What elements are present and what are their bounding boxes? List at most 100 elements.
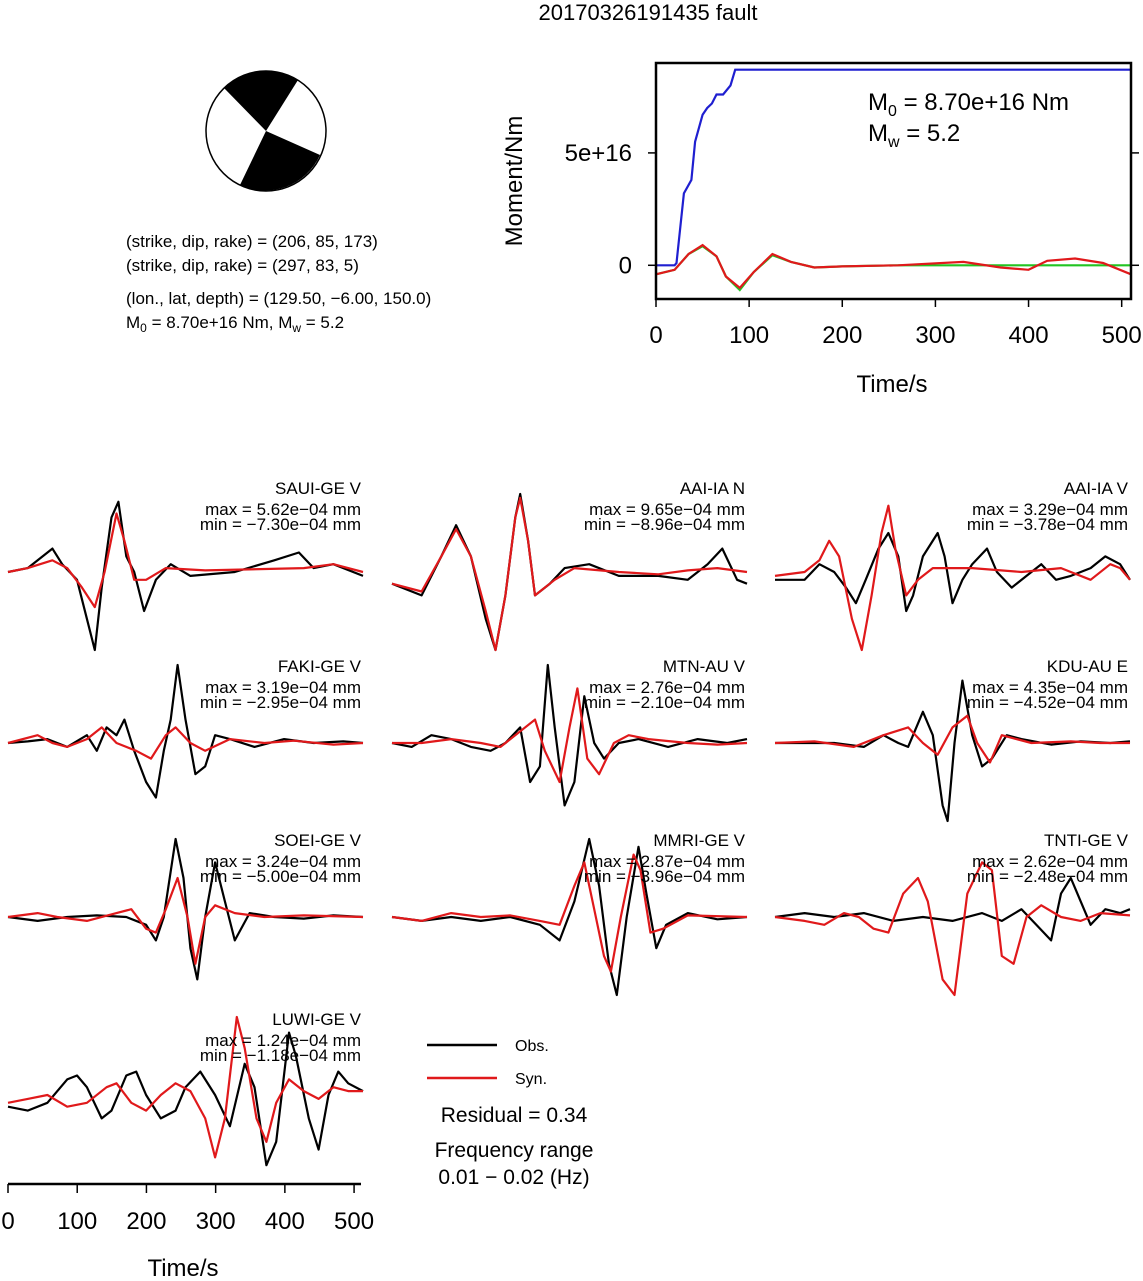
station-max: max = 1.24e−04 mm xyxy=(205,1031,361,1050)
moment-series-cumulative xyxy=(656,68,1131,267)
legend-obs-label: Obs. xyxy=(515,1038,549,1055)
station-min: min = −1.18e−04 mm xyxy=(200,1046,361,1065)
annot-mw-value: = 5.2 xyxy=(900,120,961,147)
synthetic-trace xyxy=(7,512,364,609)
station-min: min = −7.30e−04 mm xyxy=(200,515,361,534)
station-name: AAI-IA V xyxy=(1064,479,1129,498)
waveform-xtick-label: 500 xyxy=(334,1208,374,1235)
moment-xtick-label: 500 xyxy=(1102,322,1142,349)
station-max: max = 5.62e−04 mm xyxy=(205,500,361,519)
frequency-range-value: 0.01 − 0.02 (Hz) xyxy=(438,1166,589,1189)
station-max: max = 3.19e−04 mm xyxy=(205,678,361,697)
synthetic-trace xyxy=(7,876,364,965)
m0-label: M xyxy=(126,313,140,332)
waveform-xtick-label: 100 xyxy=(57,1208,97,1235)
observed-trace xyxy=(7,663,364,799)
m0-sub: 0 xyxy=(140,321,147,335)
waveform-xtick-label: 400 xyxy=(265,1208,305,1235)
moment-series-syn xyxy=(655,243,1132,290)
station-max: max = 2.62e−04 mm xyxy=(972,852,1128,871)
figure-title: 20170326191435 fault xyxy=(539,0,758,25)
mechanism-plane1: (strike, dip, rake) = (206, 85, 173) xyxy=(126,232,378,251)
station-name: FAKI-GE V xyxy=(278,657,362,676)
waveform-xlabel: Time/s xyxy=(147,1255,218,1281)
moment-xtick-label: 200 xyxy=(822,322,862,349)
moment-annotation-mw: Mw = 5.2 xyxy=(868,120,960,151)
synthetic-trace xyxy=(391,853,748,973)
frequency-range-label: Frequency range xyxy=(435,1139,594,1162)
station-name: SOEI-GE V xyxy=(274,831,362,850)
synthetic-trace xyxy=(774,714,1130,764)
waveform-time-axis: 0 100 200 300 400 500 xyxy=(1,1182,374,1235)
waveform-xtick-label: 200 xyxy=(126,1208,166,1235)
station-min: min = −2.10e−04 mm xyxy=(584,693,745,712)
legend-syn-label: Syn. xyxy=(515,1071,547,1088)
annot-mw-prefix: M xyxy=(868,120,888,147)
station-min: min = −2.48e−04 mm xyxy=(967,867,1128,886)
annot-m0-value: = 8.70e+16 Nm xyxy=(897,89,1069,116)
station-min: min = −5.00e−04 mm xyxy=(200,867,361,886)
station-max: max = 4.35e−04 mm xyxy=(972,678,1128,697)
moment-xtick-label: 400 xyxy=(1009,322,1049,349)
synthetic-trace xyxy=(774,861,1131,997)
observed-trace xyxy=(774,876,1131,942)
observed-trace xyxy=(7,1031,364,1167)
station-name: SAUI-GE V xyxy=(275,479,362,498)
residual-label: Residual = 0.34 xyxy=(441,1104,588,1127)
moment-ytick-label: 5e+16 xyxy=(565,140,632,167)
synthetic-trace xyxy=(391,496,748,652)
observed-trace xyxy=(775,531,1131,613)
station-max: max = 9.65e−04 mm xyxy=(589,500,745,519)
station-min: min = −3.96e−04 mm xyxy=(584,867,745,886)
mechanism-location: (lon., lat, depth) = (129.50, −6.00, 150… xyxy=(126,289,431,308)
mw-sub: w xyxy=(291,321,301,335)
station-name: MTN-AU V xyxy=(663,657,746,676)
moment-series-rate xyxy=(655,244,1131,292)
synthetic-trace xyxy=(774,504,1131,652)
moment-xtick-label: 0 xyxy=(649,322,662,349)
station-max: max = 3.29e−04 mm xyxy=(972,500,1128,519)
observed-trace xyxy=(391,663,748,807)
synthetic-trace xyxy=(7,726,364,760)
mechanism-moment: M0 = 8.70e+16 Nm, Mw = 5.2 xyxy=(126,313,344,335)
station-min: min = −3.78e−04 mm xyxy=(967,515,1128,534)
station-name: MMRI-GE V xyxy=(653,831,745,850)
beachball-icon xyxy=(205,70,327,192)
m0-value: = 8.70e+16 Nm, M xyxy=(147,313,293,332)
moment-annotation-m0: M0 = 8.70e+16 Nm xyxy=(868,89,1069,120)
moment-ytick-label: 0 xyxy=(619,252,632,279)
annot-m0-sub: 0 xyxy=(888,103,897,120)
mw-value: = 5.2 xyxy=(301,313,344,332)
station-name: KDU-AU E xyxy=(1047,657,1128,676)
annot-mw-sub: w xyxy=(887,134,900,151)
station-name: LUWI-GE V xyxy=(272,1010,361,1029)
waveform-xtick-label: 300 xyxy=(196,1208,236,1235)
station-max: max = 2.87e−04 mm xyxy=(589,852,745,871)
moment-xtick-label: 300 xyxy=(915,322,955,349)
mechanism-plane2: (strike, dip, rake) = (297, 83, 5) xyxy=(126,256,359,275)
synthetic-trace xyxy=(7,1015,363,1159)
station-name: TNTI-GE V xyxy=(1044,831,1129,850)
station-min: min = −8.96e−04 mm xyxy=(584,515,745,534)
station-name: AAI-IA N xyxy=(680,479,745,498)
moment-plot-frame xyxy=(654,61,1133,301)
station-min: min = −2.95e−04 mm xyxy=(200,693,361,712)
moment-xtick-label: 100 xyxy=(729,322,769,349)
station-min: min = −4.52e−04 mm xyxy=(967,693,1128,712)
station-max: max = 3.24e−04 mm xyxy=(205,852,361,871)
waveform-xtick-label: 0 xyxy=(1,1208,14,1235)
legend: Obs. Syn. xyxy=(427,1038,549,1088)
